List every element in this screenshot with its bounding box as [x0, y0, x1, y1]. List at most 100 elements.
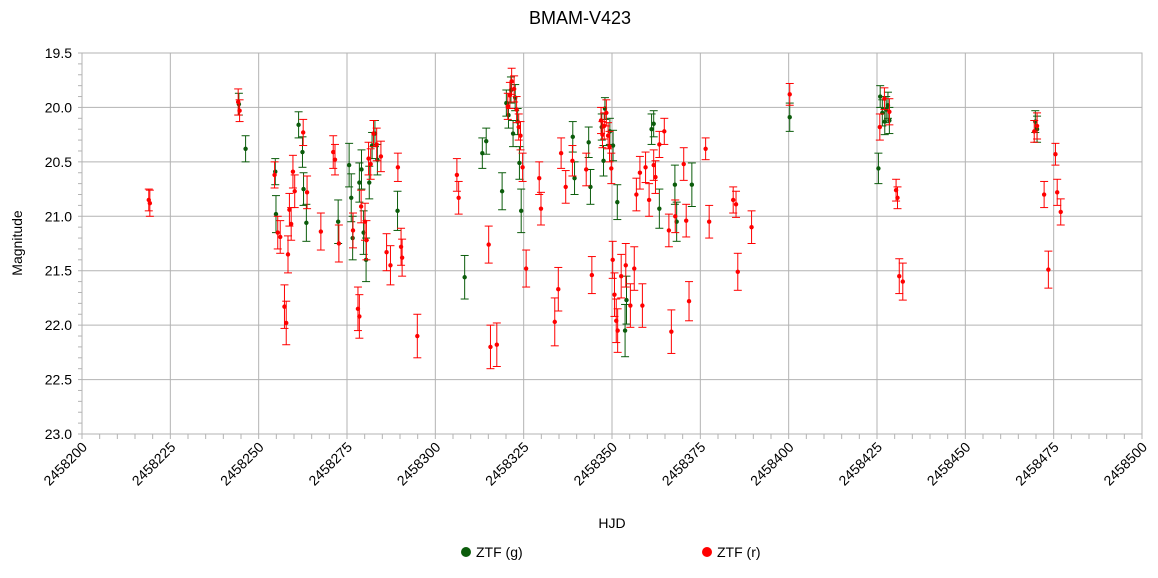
data-point	[454, 172, 460, 178]
data-point	[1046, 267, 1051, 272]
data-point	[607, 144, 612, 149]
data-point	[634, 192, 639, 197]
legend-item-g: ZTF (g)	[461, 544, 523, 560]
data-point	[895, 195, 900, 200]
data-point	[572, 175, 577, 181]
data-point	[684, 218, 689, 223]
data-point	[672, 182, 678, 187]
data-point	[371, 131, 376, 136]
data-point	[357, 314, 362, 319]
data-point	[733, 202, 739, 207]
data-point	[415, 333, 420, 339]
data-point	[662, 129, 667, 134]
data-point	[1055, 190, 1060, 195]
data-point	[237, 108, 242, 113]
data-point	[584, 167, 589, 172]
data-point	[600, 132, 605, 137]
y-axis-title: Magnitude	[9, 210, 25, 276]
data-point	[484, 138, 489, 144]
data-point	[395, 208, 400, 214]
data-point	[689, 182, 695, 187]
legend-label-g: ZTF (g)	[476, 544, 523, 560]
data-point	[537, 175, 542, 181]
data-marks	[144, 67, 1065, 370]
data-point	[350, 228, 356, 233]
data-point	[505, 104, 510, 109]
data-point	[657, 142, 662, 147]
data-point	[623, 263, 628, 268]
data-point	[604, 110, 609, 116]
data-point	[395, 165, 401, 170]
data-point	[876, 166, 881, 171]
data-point	[730, 197, 736, 203]
data-point	[558, 150, 564, 156]
data-point	[563, 184, 568, 190]
data-point	[290, 169, 296, 174]
data-point	[703, 146, 708, 151]
chart-title: BMAM-V423	[529, 8, 631, 28]
data-point	[287, 207, 292, 212]
data-point	[735, 269, 740, 275]
x-axis-title: HJD	[598, 515, 625, 531]
data-point	[278, 234, 283, 240]
data-point	[622, 328, 628, 333]
grid	[81, 52, 1143, 435]
data-point	[618, 273, 624, 279]
data-point	[364, 238, 369, 243]
data-point	[520, 165, 525, 170]
data-point	[346, 162, 352, 168]
data-point	[686, 298, 692, 304]
data-point	[456, 195, 461, 200]
data-point	[610, 257, 615, 263]
data-point	[349, 195, 354, 200]
data-point	[282, 304, 287, 309]
axis-ticks	[78, 52, 1143, 439]
data-point	[388, 263, 393, 268]
y-tick-label: 19.5	[45, 45, 72, 61]
data-point	[649, 127, 654, 132]
data-point	[296, 122, 301, 128]
data-point	[284, 320, 289, 326]
y-tick-labels: 19.5 20.0 20.5 21.0 21.5 22.0 22.5 23.0	[45, 45, 72, 442]
data-point	[570, 134, 575, 140]
data-point	[336, 241, 342, 246]
data-point	[1058, 209, 1063, 215]
data-point	[646, 197, 652, 203]
data-point	[301, 186, 306, 192]
data-point	[882, 96, 887, 101]
data-point	[749, 224, 754, 230]
data-point	[275, 230, 280, 235]
y-tick-label: 20.5	[45, 154, 72, 170]
y-tick-label: 21.0	[45, 208, 72, 224]
data-point	[615, 199, 620, 205]
data-point	[516, 124, 521, 130]
data-point	[624, 297, 629, 303]
data-point	[486, 242, 491, 247]
data-point	[332, 157, 338, 162]
data-point	[787, 115, 792, 120]
data-point	[147, 201, 153, 206]
data-point	[632, 266, 637, 271]
data-point	[509, 79, 514, 84]
data-point	[358, 204, 364, 209]
data-point	[243, 146, 248, 151]
data-point	[651, 162, 656, 168]
data-point	[570, 158, 575, 163]
legend: ZTF (g) ZTF (r)	[461, 544, 761, 560]
data-point	[514, 107, 519, 112]
data-point	[399, 255, 405, 260]
data-point	[374, 142, 379, 147]
data-point	[628, 303, 633, 308]
y-tick-label: 22.0	[45, 317, 72, 333]
data-point	[897, 273, 902, 279]
data-point	[640, 303, 645, 308]
data-point	[651, 121, 656, 126]
data-point	[1032, 129, 1037, 134]
y-tick-label: 23.0	[45, 426, 72, 442]
data-point	[877, 124, 883, 130]
data-point	[586, 140, 591, 145]
data-point	[335, 219, 341, 224]
data-point	[292, 189, 297, 194]
data-point	[499, 189, 505, 194]
data-point	[900, 279, 905, 284]
